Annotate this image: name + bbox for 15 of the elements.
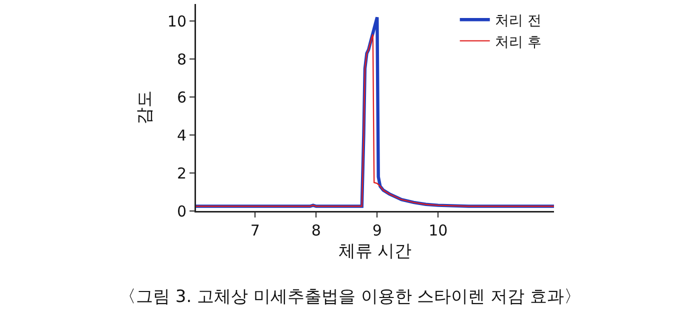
y-tick-label: 0	[176, 202, 186, 220]
x-axis-title: 체류 시간	[338, 242, 412, 262]
legend-label: 처리 후	[494, 34, 542, 50]
y-axis-title: 감도	[135, 90, 156, 124]
x-tick-label: 10	[428, 222, 448, 240]
legend-label: 처리 전	[494, 13, 542, 30]
x-tick-label: 8	[311, 222, 321, 240]
x-tick-label: 9	[372, 222, 382, 240]
y-tick-label: 2	[176, 164, 186, 182]
y-tick-label: 6	[176, 88, 186, 106]
y-tick-label: 8	[176, 50, 186, 68]
text: 〈그림 3. 고체상 미세추출법을 이용한 스타이렌 저감 효과〉	[119, 287, 582, 307]
y-tick-label: 10	[167, 12, 186, 30]
x-tick-label: 7	[250, 222, 260, 240]
y-tick-label: 4	[176, 126, 186, 144]
